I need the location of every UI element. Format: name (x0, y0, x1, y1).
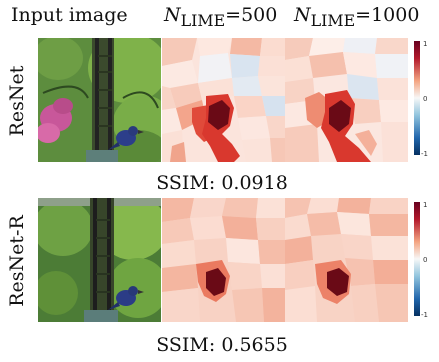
input-image-resnet-r (38, 198, 161, 322)
colorbar-tick-mid: 0 (423, 95, 428, 103)
row-label-resnet: ResNet (6, 65, 28, 137)
colorbar-tick-top: 1 (423, 40, 428, 48)
heatmap-resnet-r-500 (162, 198, 285, 322)
colorbar-resnet-r (414, 202, 420, 316)
colorbar-tick-top: 1 (423, 201, 428, 209)
input-image-resnet (38, 38, 161, 162)
nlime-symbol: N (164, 4, 181, 26)
input-image-label: Input image (11, 4, 128, 26)
heatmap-resnet-1000 (285, 38, 408, 162)
header-nlime-1000: NLIME=1000 (294, 4, 419, 30)
ssim-label: SSIM: (156, 334, 216, 356)
nlime-subscript: LIME (180, 10, 226, 30)
header-nlime-500: NLIME=500 (164, 4, 277, 30)
nlime-symbol: N (294, 4, 311, 26)
ssim-value: 0.0918 (221, 172, 288, 194)
row-label-resnet-r: ResNet-R (6, 215, 28, 307)
colorbar-resnet (414, 41, 420, 155)
ssim-resnet: SSIM: 0.0918 (142, 172, 302, 194)
nlime-value-500: =500 (225, 4, 278, 26)
ssim-resnet-r: SSIM: 0.5655 (142, 334, 302, 356)
header-input-image: Input image (11, 4, 128, 26)
ssim-value: 0.5655 (221, 334, 288, 356)
colorbar-tick-bottom: -1 (421, 150, 428, 158)
heatmap-resnet-500 (162, 38, 285, 162)
ssim-label: SSIM: (156, 172, 216, 194)
nlime-subscript: LIME (310, 10, 356, 30)
heatmap-resnet-r-1000 (285, 198, 408, 322)
colorbar-tick-bottom: -1 (421, 311, 428, 319)
nlime-value-1000: =1000 (355, 4, 420, 26)
colorbar-tick-mid: 0 (423, 256, 428, 264)
